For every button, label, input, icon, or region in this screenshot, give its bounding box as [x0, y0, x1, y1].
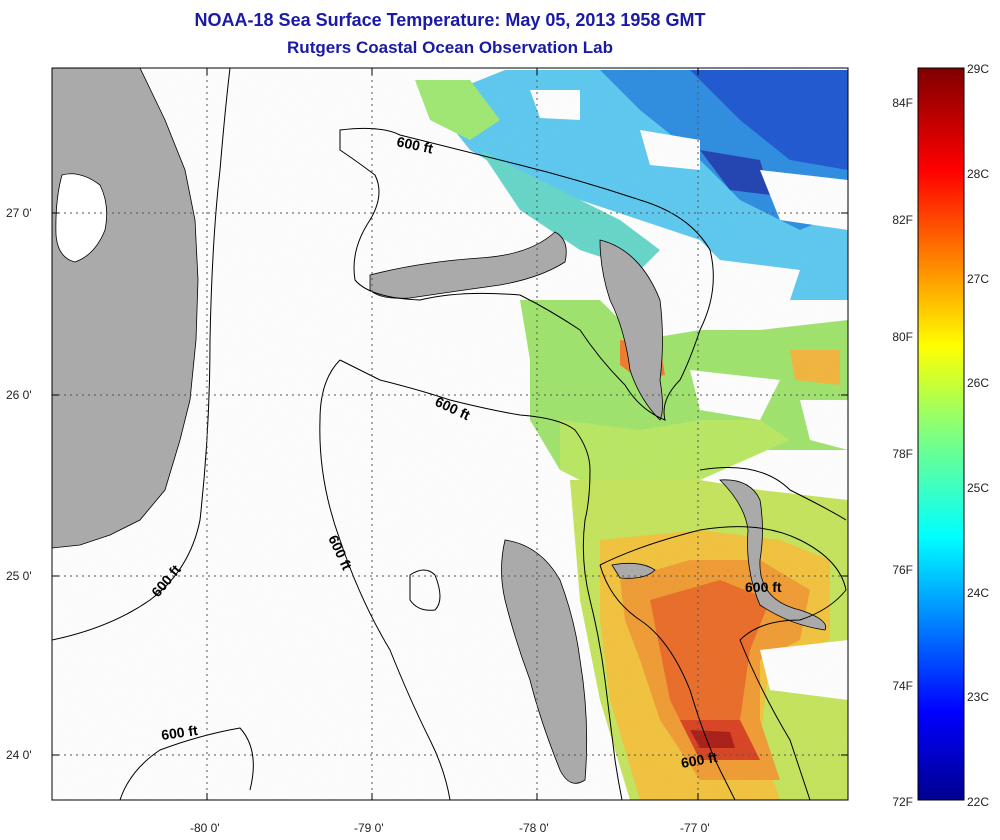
map-area: 600 ft 600 ft 600 ft 600 ft 600 ft 600 f… [52, 68, 848, 800]
map-title: NOAA-18 Sea Surface Temperature: May 05,… [194, 10, 706, 30]
lat-lon-grid [52, 68, 848, 800]
lon-tick-label: -78 0' [519, 821, 549, 835]
colorbar-f-label: 80F [892, 330, 913, 344]
contour-label: 600 ft [160, 722, 199, 743]
colorbar-c-label: 28C [967, 167, 989, 181]
lat-tick-label: 27 0' [6, 206, 32, 220]
colorbar-c-label: 26C [967, 376, 989, 390]
map-subtitle: Rutgers Coastal Ocean Observation Lab [287, 38, 613, 57]
colorbar-f-label: 72F [892, 795, 913, 809]
contour-label: 600 ft [745, 579, 782, 595]
lat-tick-label: 24 0' [6, 748, 32, 762]
colorbar-gradient [917, 67, 965, 801]
colorbar-f-label: 74F [892, 679, 913, 693]
lat-tick-label: 25 0' [6, 569, 32, 583]
land-masses [52, 68, 827, 784]
lat-tick-label: 26 0' [6, 388, 32, 402]
colorbar-c-label: 27C [967, 272, 989, 286]
colorbar-c-label: 24C [967, 586, 989, 600]
colorbar: 84F 82F 80F 78F 76F 74F 72F 29C 28C 27C … [892, 62, 989, 809]
lon-tick-label: -77 0' [680, 821, 710, 835]
isobath-contours [52, 68, 847, 800]
axis-ticks [52, 68, 848, 800]
colorbar-c-label: 25C [967, 481, 989, 495]
map-frame [51, 67, 849, 801]
colorbar-f-label: 76F [892, 563, 913, 577]
colorbar-f-label: 84F [892, 96, 913, 110]
colorbar-c-label: 23C [967, 690, 989, 704]
colorbar-f-label: 82F [892, 213, 913, 227]
colorbar-c-label: 22C [967, 795, 989, 809]
colorbar-f-label: 78F [892, 447, 913, 461]
lon-tick-label: -79 0' [354, 821, 384, 835]
colorbar-c-label: 29C [967, 62, 989, 76]
contour-label: 600 ft [680, 749, 719, 771]
contour-label: 600 ft [395, 133, 434, 156]
lon-tick-label: -80 0' [190, 821, 220, 835]
